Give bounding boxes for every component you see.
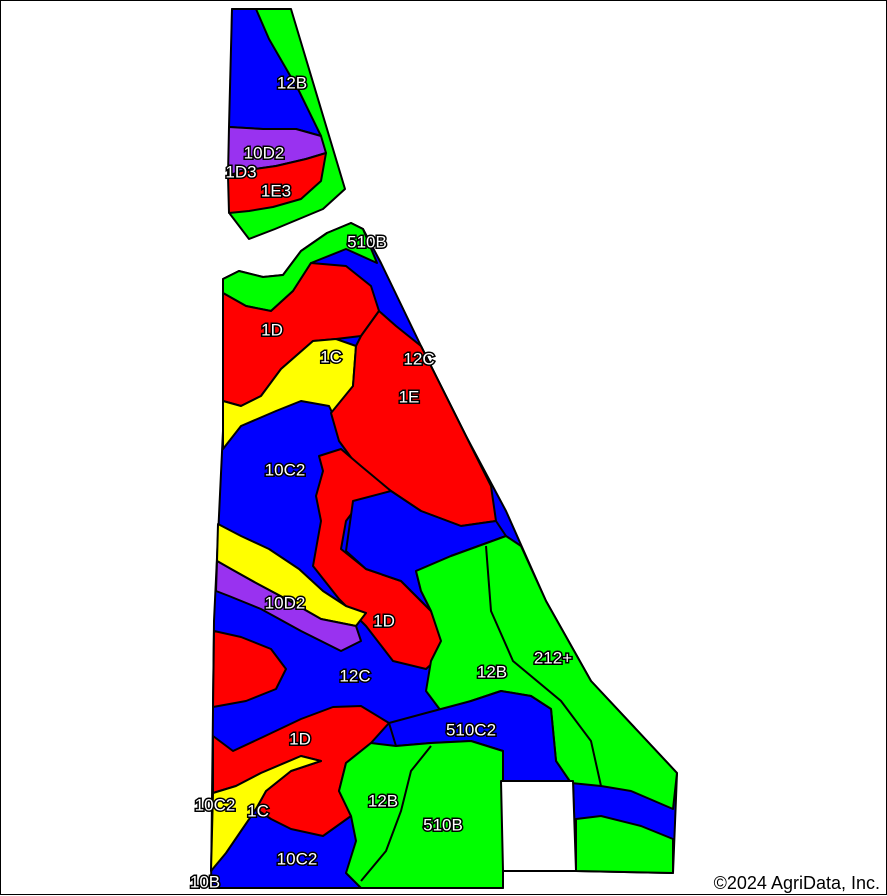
- main-parcel: [210, 222, 678, 889]
- soil-label[interactable]: 12B: [475, 661, 508, 683]
- soil-label[interactable]: 12C: [338, 665, 372, 687]
- soil-label[interactable]: 10B: [188, 871, 221, 893]
- soil-zone-green[interactable]: [338, 740, 504, 889]
- soil-label[interactable]: 510B: [422, 814, 465, 836]
- soil-labels: 12B 10D2 1D3 1E3 510B 1D 1C 12C 1E 10C2 …: [188, 72, 573, 893]
- soil-zone-red[interactable]: [212, 630, 287, 708]
- soil-boundary-line: [360, 745, 432, 882]
- soil-label[interactable]: 212+: [532, 647, 573, 669]
- copyright-notice: ©2024 AgriData, Inc.: [711, 873, 882, 893]
- soil-label[interactable]: 12B: [275, 72, 308, 94]
- soil-label[interactable]: 10C2: [275, 848, 319, 870]
- north-parcel: [227, 8, 346, 240]
- soil-label[interactable]: 12B: [366, 790, 399, 812]
- soil-label[interactable]: 1D: [260, 319, 285, 341]
- soil-label[interactable]: 10D2: [263, 592, 307, 614]
- soil-label[interactable]: 10C2: [193, 794, 237, 816]
- soil-label[interactable]: 1D: [372, 610, 397, 632]
- soil-zone-purple[interactable]: [215, 560, 362, 652]
- soil-label[interactable]: 1D3: [224, 161, 258, 183]
- soil-label[interactable]: 510B: [346, 231, 389, 253]
- soil-boundary-line: [485, 545, 602, 787]
- soil-label[interactable]: 10C2: [263, 459, 307, 481]
- soil-label[interactable]: 1E: [397, 386, 421, 408]
- excluded-area: [500, 780, 577, 872]
- soil-label[interactable]: 1C: [319, 346, 344, 368]
- soil-label[interactable]: 1C: [246, 800, 271, 822]
- soil-label[interactable]: 1E3: [259, 180, 292, 202]
- soil-label[interactable]: 10D2: [242, 142, 286, 164]
- soil-zone-red[interactable]: [227, 152, 327, 214]
- soil-label[interactable]: 1D: [288, 728, 313, 750]
- soil-label[interactable]: 12C: [402, 348, 436, 370]
- soil-zone-yellow[interactable]: [210, 755, 322, 872]
- soil-label[interactable]: 510C2: [444, 719, 497, 741]
